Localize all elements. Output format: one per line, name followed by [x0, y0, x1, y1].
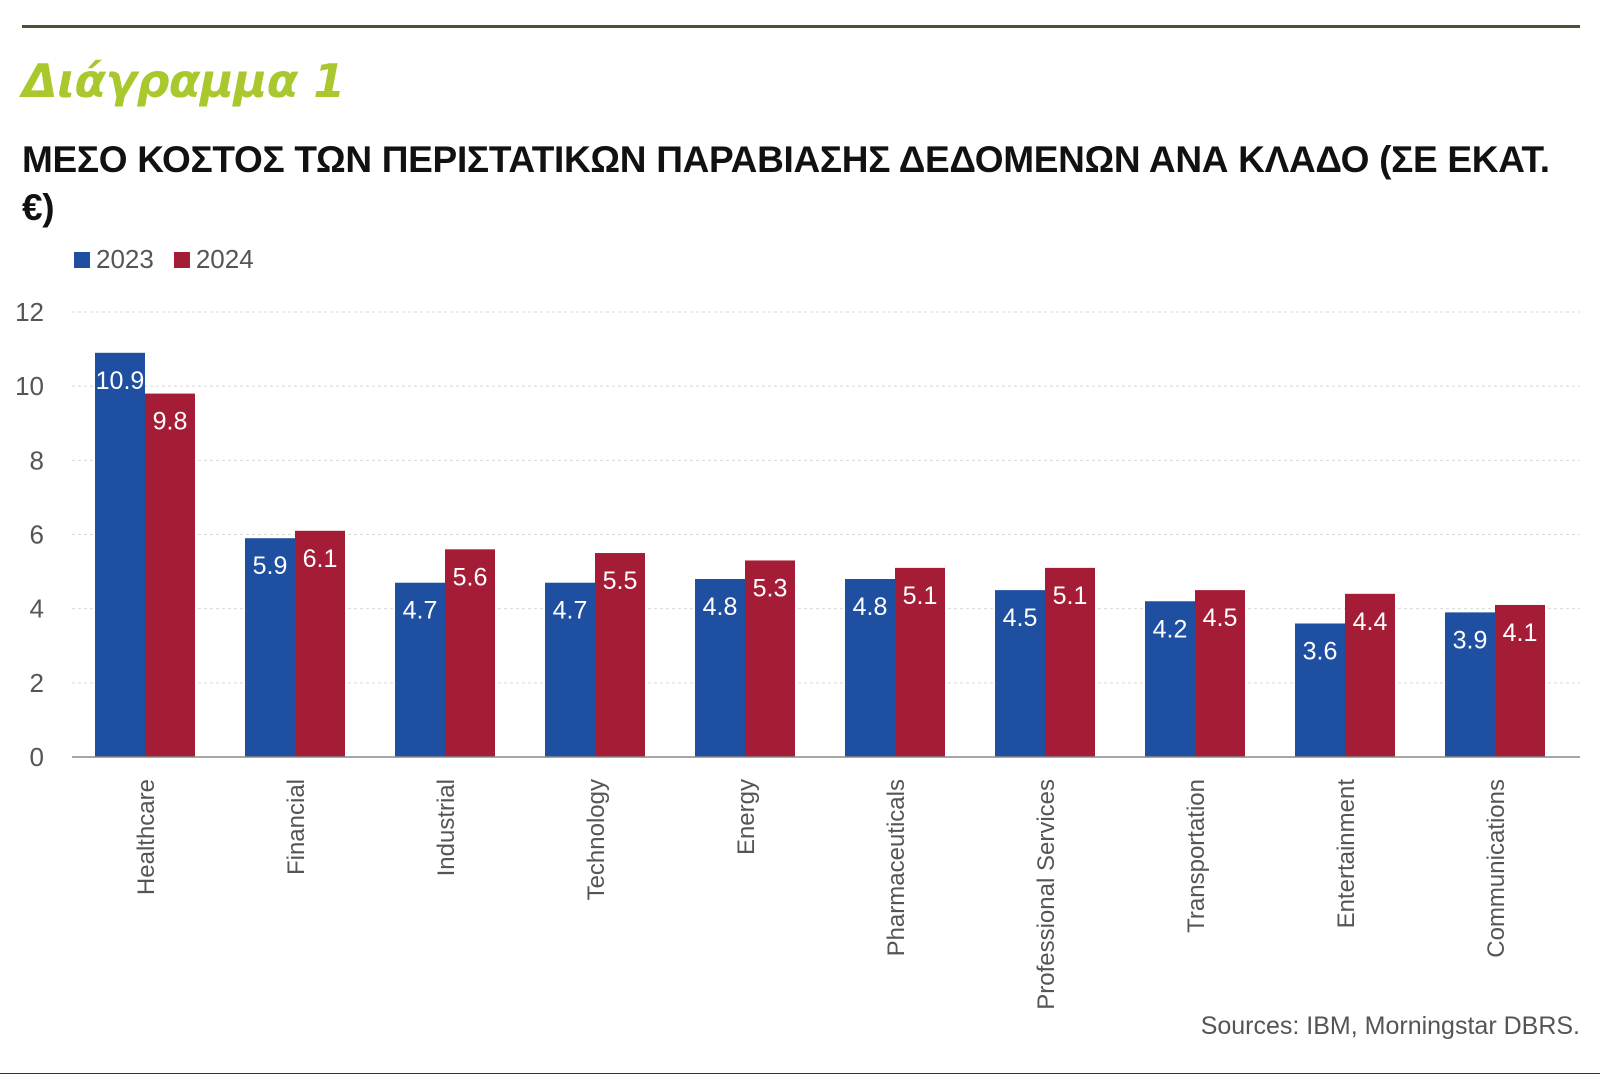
bar-2023 [995, 590, 1045, 757]
data-label-2023: 4.8 [703, 593, 738, 621]
bar-2024 [595, 553, 645, 757]
x-tick-label: Financial [283, 779, 310, 875]
x-tick-label: Communications [1483, 779, 1510, 958]
legend-item-2024: 2024 [173, 244, 254, 275]
data-label-2023: 3.9 [1453, 626, 1488, 654]
data-label-2023: 5.9 [253, 552, 288, 580]
bar-chart: 0 2 4 6 8 10 12 10.9 9.8 Healthcare 5.9 6.1 Financia… [15, 297, 1580, 1010]
bar-2023 [545, 582, 595, 757]
chart-title: ΜΕΣΟ ΚΟΣΤΟΣ ΤΩΝ ΠΕΡΙΣΤΑΤΙΚΩΝ ΠΑΡΑΒΙΑΣΗΣ … [22, 139, 1550, 228]
bar-2023 [1145, 601, 1195, 757]
x-tick-label: Industrial [433, 779, 460, 876]
bar-2024 [1045, 567, 1095, 757]
top-rule [22, 25, 1580, 28]
x-tick-label: Professional Services [1033, 779, 1060, 1010]
x-tick-label: Technology [583, 779, 610, 900]
data-label-2024: 5.1 [1053, 582, 1088, 610]
bar-2024 [445, 549, 495, 757]
data-label-2023: 3.6 [1303, 638, 1338, 666]
x-tick-label: Healthcare [133, 779, 160, 895]
bottom-rule [0, 1073, 1600, 1074]
data-label-2024: 4.5 [1203, 604, 1238, 632]
data-label-2023: 10.9 [96, 367, 145, 395]
data-label-2023: 4.8 [853, 593, 888, 621]
bar-2024 [745, 560, 795, 757]
bar-2023 [695, 579, 745, 757]
y-tick-label: 8 [30, 445, 44, 475]
y-tick-label: 6 [30, 520, 44, 550]
bar-2023 [845, 579, 895, 757]
bar-2024 [895, 567, 945, 757]
bar-2023 [1295, 623, 1345, 757]
data-label-2024: 6.1 [303, 545, 338, 573]
bar-2023 [1445, 612, 1495, 757]
bar-2024 [1345, 593, 1395, 757]
bar-2023 [395, 582, 445, 757]
legend-swatch-2023 [74, 251, 90, 268]
y-tick-label: 0 [30, 742, 44, 772]
data-label-2024: 4.1 [1503, 619, 1538, 647]
data-label-2024: 5.6 [453, 563, 488, 591]
data-label-2024: 4.4 [1353, 608, 1388, 636]
x-tick-label: Pharmaceuticals [883, 779, 910, 956]
x-tick-label: Entertainment [1333, 779, 1360, 929]
y-tick-label: 2 [30, 668, 44, 698]
data-label-2024: 5.1 [903, 582, 938, 610]
data-label-2024: 5.3 [753, 574, 788, 602]
legend: 2023 2024 [74, 244, 274, 275]
bar-2024 [1195, 590, 1245, 757]
bar-2024 [145, 393, 195, 757]
bar-2024 [1495, 604, 1545, 757]
data-label-2024: 5.5 [603, 567, 638, 595]
y-tick-label: 10 [15, 371, 44, 401]
data-label-2023: 4.2 [1153, 615, 1188, 643]
figure-kicker: Διάγραμμα 1 [22, 54, 345, 108]
legend-label-2023: 2023 [96, 244, 154, 274]
y-tick-label: 12 [15, 297, 44, 327]
legend-swatch-2024 [173, 251, 190, 268]
bar-2023 [95, 352, 145, 757]
x-tick-label: Transportation [1183, 779, 1210, 933]
data-label-2024: 9.8 [153, 408, 188, 436]
data-label-2023: 4.7 [553, 597, 588, 625]
data-label-2023: 4.5 [1003, 604, 1038, 632]
y-tick-label: 4 [30, 594, 44, 624]
bar-2023 [245, 538, 295, 757]
source-note: Sources: IBM, Morningstar DBRS. [1200, 1012, 1580, 1040]
legend-label-2024: 2024 [195, 244, 254, 274]
legend-item-2023: 2023 [74, 244, 154, 275]
data-label-2023: 4.7 [403, 597, 438, 625]
bar-2024 [295, 530, 345, 757]
x-tick-label: Energy [733, 779, 760, 855]
